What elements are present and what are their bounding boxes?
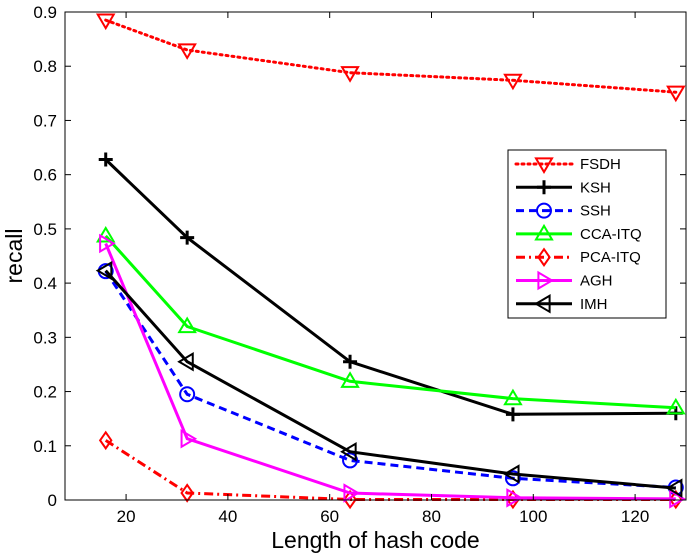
data-point (95, 13, 116, 31)
data-point (666, 397, 686, 415)
legend-label: FSDH (580, 156, 621, 173)
data-point (666, 85, 686, 103)
data-point (503, 388, 523, 406)
x-tick-label: 100 (519, 507, 547, 526)
legend-marker (534, 294, 551, 314)
series-line (104, 234, 676, 410)
data-point (506, 488, 523, 508)
x-tick-label: 120 (621, 507, 649, 526)
y-axis-title: recall (1, 229, 27, 284)
data-point (342, 452, 359, 469)
legend-label: PCA-ITQ (580, 249, 641, 266)
series-ksh (98, 152, 683, 422)
x-axis-title: Length of hash code (271, 527, 479, 553)
legend-marker (537, 270, 554, 291)
data-point (340, 371, 360, 388)
legend-label: AGH (580, 273, 613, 290)
data-point (340, 441, 357, 462)
series-line (104, 269, 676, 490)
data-point (502, 464, 520, 484)
data-point (343, 354, 358, 369)
data-point (503, 73, 523, 91)
data-point (180, 230, 195, 245)
legend-item: PCA-ITQ (516, 247, 641, 267)
legend-label: CCA-ITQ (580, 226, 642, 243)
plot-frame (64, 11, 687, 501)
series-line (104, 18, 678, 94)
legend-item: KSH (516, 179, 611, 196)
y-tick-label: 0.2 (33, 383, 57, 402)
legend-item: AGH (516, 270, 613, 291)
legend-item: SSH (516, 202, 611, 220)
data-point (505, 407, 520, 422)
data-point (343, 483, 361, 503)
legend-label: IMH (580, 296, 608, 313)
data-point (343, 489, 357, 510)
legend-marker (537, 247, 551, 267)
series-fsdh (95, 13, 686, 103)
y-tick-label: 0 (48, 491, 57, 510)
y-tick-label: 0.7 (33, 111, 57, 130)
legend-item: FSDH (514, 156, 621, 174)
data-point (504, 470, 521, 487)
series-cca-itq (95, 225, 686, 415)
legend-marker (534, 223, 554, 241)
legend-label: KSH (580, 179, 611, 196)
x-tick-label: 80 (422, 507, 441, 526)
legend-item: CCA-ITQ (516, 223, 642, 243)
data-point (179, 386, 196, 403)
legend: FSDH KSH SSH CCA-ITQ PCA-ITQ AGH IMH (507, 149, 667, 319)
legend-marker (536, 202, 552, 219)
y-tick-label: 0.3 (33, 328, 57, 347)
legend-marker (534, 157, 554, 174)
data-point (180, 483, 194, 503)
data-point (99, 233, 116, 254)
legend-label: SSH (580, 203, 611, 220)
legend-item: IMH (516, 294, 608, 314)
data-point (180, 428, 198, 449)
y-tick-label: 0.9 (33, 3, 57, 22)
data-point (669, 489, 686, 509)
y-tick-label: 0.8 (33, 57, 57, 76)
data-point (98, 152, 113, 167)
series-layer (95, 13, 686, 510)
x-tick-label: 40 (218, 507, 237, 526)
data-point (177, 316, 197, 334)
y-tick-label: 0.5 (33, 220, 57, 239)
data-point (177, 43, 197, 60)
series-line (104, 270, 676, 489)
series-agh (99, 233, 686, 509)
x-tick-label: 60 (320, 507, 339, 526)
data-point (665, 478, 683, 498)
axes: 0 0.1 0.2 0.3 0.4 0.5 0.6 0.7 0.8 0.9 20 40 60 80 100 1… (33, 3, 687, 526)
series-line (104, 242, 676, 501)
series-imh (95, 260, 683, 498)
data-point (95, 225, 116, 243)
data-point (340, 66, 360, 83)
y-tick-label: 0.4 (33, 274, 57, 293)
legend-marker (537, 180, 551, 195)
y-tick-label: 0.1 (33, 437, 57, 456)
x-tick-label: 20 (117, 507, 136, 526)
data-point (98, 430, 113, 451)
data-point (177, 351, 194, 372)
y-tick-label: 0.6 (33, 166, 57, 185)
data-point (95, 260, 113, 281)
